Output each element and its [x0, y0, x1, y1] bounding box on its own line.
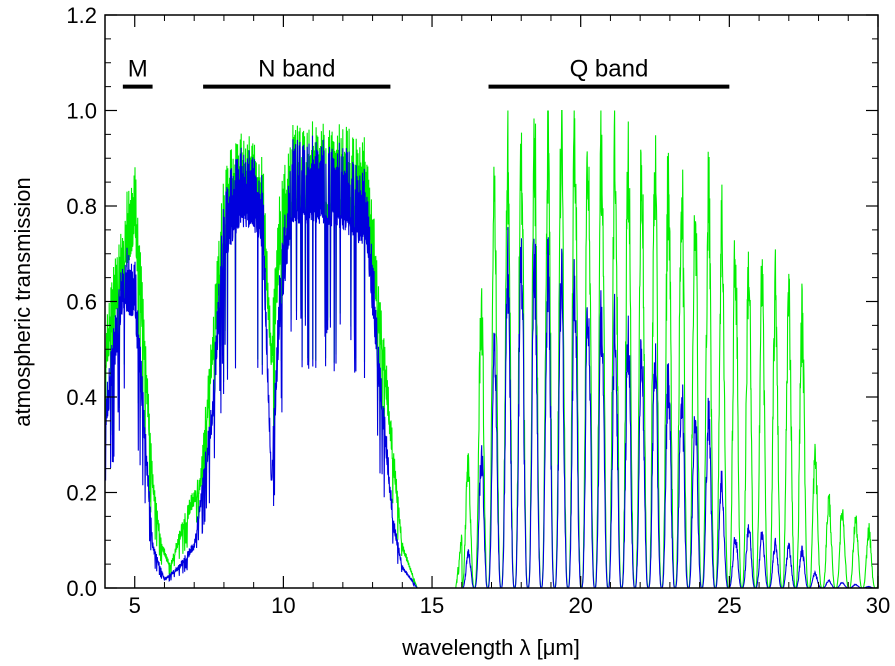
ticks-layer: 5 10 15 20 25 30 0.0 0.2 0.4 0.6 0.8 1.0 1.2 — [66, 3, 890, 618]
y-tick-label: 0.0 — [66, 576, 97, 601]
series-layer — [105, 109, 878, 588]
y-tick-label: 0.8 — [66, 194, 97, 219]
x-tick-label: 5 — [129, 593, 141, 618]
y-tick-label: 1.0 — [66, 99, 97, 124]
series-line — [105, 135, 878, 588]
x-axis-title: wavelength λ [μm] — [401, 635, 580, 660]
y-tick-label: 0.2 — [66, 481, 97, 506]
x-tick-label: 30 — [866, 593, 890, 618]
y-tick-label: 0.4 — [66, 385, 97, 410]
x-tick-label: 10 — [271, 593, 295, 618]
y-tick-label: 1.2 — [66, 3, 97, 28]
x-tick-label: 20 — [568, 593, 592, 618]
x-tick-label: 15 — [420, 593, 444, 618]
y-tick-label: 0.6 — [66, 290, 97, 315]
band-label: N band — [258, 56, 335, 83]
band-label: M — [128, 56, 148, 83]
x-tick-label: 25 — [717, 593, 741, 618]
band-label: Q band — [570, 56, 649, 83]
y-axis-title: atmospheric transmission — [10, 177, 35, 426]
bands-layer: M N band Q band — [122, 56, 730, 89]
